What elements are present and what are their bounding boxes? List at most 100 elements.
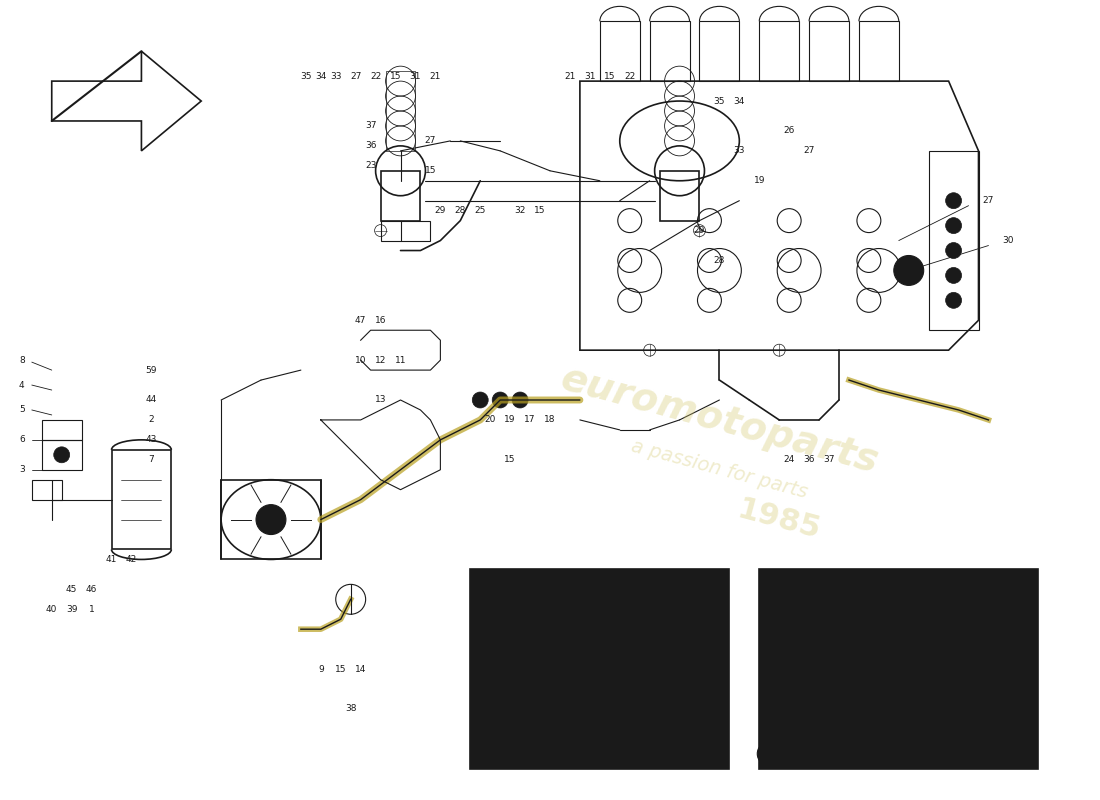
- Text: 12: 12: [375, 356, 386, 365]
- Bar: [471, 570, 729, 769]
- Text: 58: 58: [804, 570, 814, 579]
- Circle shape: [946, 242, 961, 258]
- Text: 58: 58: [893, 570, 904, 579]
- Circle shape: [946, 267, 961, 283]
- Text: 28: 28: [454, 206, 466, 215]
- Circle shape: [472, 392, 488, 408]
- Text: 36: 36: [365, 142, 376, 150]
- Text: 5: 5: [19, 406, 24, 414]
- Text: 17: 17: [525, 415, 536, 425]
- Text: 55: 55: [574, 754, 585, 763]
- Bar: [42, 440, 81, 470]
- Circle shape: [478, 742, 503, 766]
- Text: 48: 48: [525, 570, 536, 579]
- Text: 10: 10: [355, 356, 366, 365]
- Text: 34: 34: [315, 72, 327, 81]
- Text: 44: 44: [146, 395, 157, 405]
- Text: 50: 50: [505, 754, 516, 763]
- Text: 3: 3: [19, 466, 24, 474]
- Text: 4: 4: [19, 381, 24, 390]
- Text: 29: 29: [434, 206, 447, 215]
- Text: 1: 1: [89, 605, 95, 614]
- Text: A: A: [487, 750, 493, 758]
- Circle shape: [894, 255, 924, 286]
- Text: 47: 47: [505, 570, 516, 579]
- Text: 15: 15: [336, 665, 346, 674]
- Text: 50: 50: [873, 570, 884, 579]
- Circle shape: [54, 447, 69, 462]
- Text: 37: 37: [823, 455, 835, 464]
- Text: 15: 15: [389, 72, 402, 81]
- Text: 35: 35: [714, 97, 725, 106]
- Bar: [550, 639, 590, 679]
- Text: 2: 2: [148, 415, 154, 425]
- Bar: [32, 480, 62, 500]
- Text: 27: 27: [982, 196, 994, 205]
- Text: 47: 47: [355, 316, 366, 325]
- Text: 13: 13: [375, 395, 386, 405]
- Text: 52: 52: [834, 570, 844, 579]
- Circle shape: [513, 392, 528, 408]
- Text: 52: 52: [554, 754, 565, 763]
- Text: 40: 40: [46, 605, 57, 614]
- Text: 30: 30: [1003, 236, 1014, 245]
- Text: 36: 36: [803, 455, 815, 464]
- Text: A: A: [767, 750, 772, 758]
- Bar: [221, 480, 321, 559]
- Text: 19: 19: [754, 176, 764, 186]
- Text: 21: 21: [430, 72, 441, 81]
- Circle shape: [946, 292, 961, 308]
- Text: euromotoparts: euromotoparts: [557, 359, 882, 481]
- Text: 33: 33: [330, 72, 341, 81]
- Circle shape: [757, 742, 781, 766]
- Text: 56: 56: [615, 570, 625, 579]
- Bar: [928, 151, 979, 330]
- Circle shape: [492, 392, 508, 408]
- Text: 15: 15: [535, 206, 546, 215]
- Text: 20: 20: [484, 415, 496, 425]
- Text: 35: 35: [300, 72, 311, 81]
- Text: 15: 15: [505, 455, 516, 464]
- Text: 49: 49: [854, 570, 865, 579]
- Text: 53: 53: [574, 570, 585, 579]
- Text: 27: 27: [803, 146, 815, 155]
- Text: 32: 32: [515, 206, 526, 215]
- Text: 45: 45: [66, 585, 77, 594]
- Text: 22: 22: [624, 72, 636, 81]
- Text: 48: 48: [834, 754, 845, 763]
- Text: 57: 57: [784, 570, 794, 579]
- Bar: [42, 420, 81, 440]
- Text: 14: 14: [355, 665, 366, 674]
- Text: 28: 28: [714, 256, 725, 265]
- Text: 59: 59: [145, 366, 157, 374]
- Text: 33: 33: [734, 146, 745, 155]
- Text: 43: 43: [145, 435, 157, 444]
- Text: 39: 39: [66, 605, 77, 614]
- Text: 1985: 1985: [735, 494, 824, 545]
- Text: 27: 27: [350, 72, 362, 81]
- Text: 15: 15: [425, 166, 437, 175]
- Text: 18: 18: [544, 415, 556, 425]
- Text: 27: 27: [425, 137, 436, 146]
- Text: 47: 47: [784, 754, 794, 763]
- Text: 51: 51: [804, 754, 814, 763]
- Circle shape: [256, 505, 286, 534]
- Text: 31: 31: [409, 72, 421, 81]
- Text: 37: 37: [365, 122, 376, 130]
- Text: 16: 16: [375, 316, 386, 325]
- Text: 57: 57: [854, 754, 865, 763]
- Text: 38: 38: [345, 705, 356, 714]
- Bar: [660, 170, 700, 221]
- Text: a passion for parts: a passion for parts: [629, 437, 810, 502]
- Text: 15: 15: [604, 72, 616, 81]
- Text: 7: 7: [148, 455, 154, 464]
- Text: 24: 24: [783, 455, 795, 464]
- Text: 25: 25: [474, 206, 486, 215]
- Text: 42: 42: [125, 555, 138, 564]
- Text: 9: 9: [318, 665, 323, 674]
- Text: 34: 34: [734, 97, 745, 106]
- Text: A: A: [905, 266, 912, 275]
- Text: 8: 8: [19, 356, 24, 365]
- Bar: [381, 221, 430, 241]
- Text: 22: 22: [370, 72, 382, 81]
